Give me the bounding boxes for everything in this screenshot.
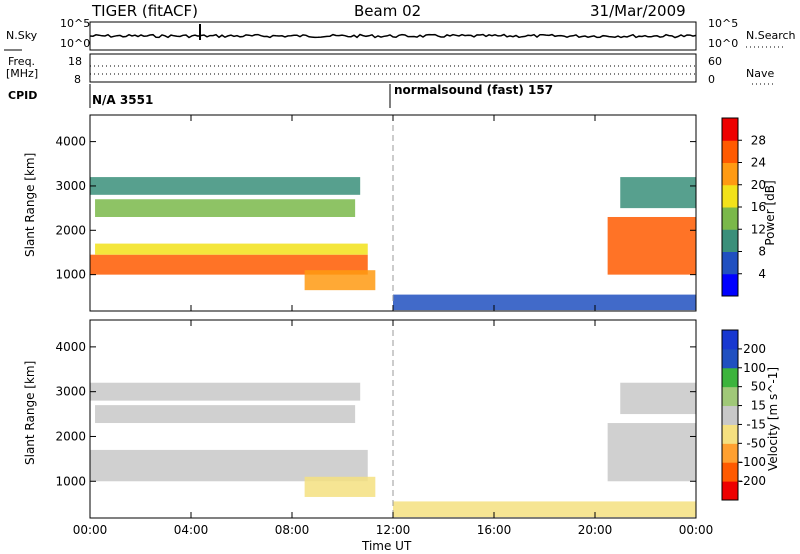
- colorbar-tick-label: 24: [751, 156, 766, 170]
- x-tick-label: 16:00: [477, 523, 512, 537]
- x-tick-label: 00:00: [73, 523, 108, 537]
- colorbar-segment: [722, 118, 738, 141]
- colorbar-tick-label: 28: [751, 133, 766, 147]
- colorbar-segment: [722, 140, 738, 163]
- colorbar-tick-label: -50: [746, 436, 766, 450]
- data-region: [607, 423, 696, 482]
- data-region: [90, 177, 361, 195]
- colorbar-segment: [722, 162, 738, 186]
- x-tick-label: 08:00: [275, 523, 310, 537]
- summary-panels: [4, 21, 784, 108]
- search-tick-high: 10^5: [708, 17, 739, 30]
- y-tick-label: 4000: [55, 340, 86, 354]
- freq-tick-low: 8: [74, 73, 81, 86]
- cpid-left-text: N/A 3551: [92, 93, 154, 107]
- colorbar-segment: [722, 207, 738, 230]
- data-region: [393, 501, 696, 518]
- colorbar-tick-label: 4: [758, 267, 766, 281]
- y-tick-label: 3000: [55, 385, 86, 399]
- power-panel: [89, 114, 697, 312]
- cpid-right-text: normalsound (fast) 157: [394, 83, 554, 97]
- freq-tick-high: 18: [68, 55, 82, 68]
- cpid-label: CPID: [8, 89, 38, 102]
- colorbar-tick-label: 8: [758, 245, 766, 259]
- freq-panel-frame: [89, 53, 697, 83]
- colorbar-tick-label: 12: [751, 222, 766, 236]
- colorbar-segment: [722, 424, 738, 444]
- colorbar-segment: [722, 348, 738, 369]
- nsearch-label: N.Search: [746, 29, 796, 42]
- colorbar-segment: [722, 330, 738, 350]
- colorbar-segment: [722, 367, 738, 388]
- colorbar-segment: [722, 481, 738, 501]
- x-tick-label: 00:00: [679, 523, 714, 537]
- nave-tick-high: 60: [708, 55, 722, 68]
- velocity-panel: [89, 319, 697, 519]
- nsky-label: N.Sky: [6, 29, 38, 42]
- radar-title: TIGER (fitACF): [92, 2, 199, 20]
- freq-unit-label: [MHz]: [6, 67, 39, 80]
- colorbar-tick-label: 50: [751, 380, 766, 394]
- time-xlabel: Time UT: [362, 539, 412, 553]
- data-region: [95, 405, 356, 424]
- data-region: [304, 270, 376, 291]
- colorbar-segment: [722, 251, 738, 275]
- data-region: [607, 216, 696, 275]
- y-tick-label: 1000: [55, 474, 86, 488]
- sky-tick-low: 10^0: [60, 37, 91, 50]
- power-colorbar: [721, 117, 742, 297]
- beam-label: Beam 02: [354, 2, 422, 20]
- x-tick-label: 20:00: [578, 523, 613, 537]
- data-region: [90, 254, 368, 275]
- nsky-trace: [89, 33, 697, 39]
- x-tick-label: 04:00: [174, 523, 209, 537]
- data-region: [393, 294, 696, 311]
- nave-label: Nave: [746, 67, 775, 80]
- colorbar-tick-label: -100: [739, 455, 766, 469]
- colorbar-frame: [721, 329, 739, 501]
- colorbar-segment: [722, 443, 738, 463]
- search-tick-low: 10^0: [708, 37, 739, 50]
- colorbar-tick-label: -15: [746, 417, 766, 431]
- y-tick-label: 3000: [55, 179, 86, 193]
- y-tick-label: 2000: [55, 429, 86, 443]
- data-region: [304, 476, 376, 497]
- x-tick-label: 12:00: [376, 523, 411, 537]
- colorbar-tick-label: 16: [751, 200, 766, 214]
- colorbar-segment: [722, 273, 738, 297]
- data-region: [620, 382, 696, 415]
- y-tick-label: 4000: [55, 135, 86, 149]
- date-label: 31/Mar/2009: [590, 2, 686, 20]
- velocity-colorbar: [721, 329, 742, 501]
- colorbar-segment: [722, 229, 738, 252]
- data-region: [95, 243, 368, 255]
- colorbar-segment: [722, 405, 738, 425]
- colorbar-tick-label: 15: [751, 399, 766, 413]
- colorbar-segment: [722, 462, 738, 482]
- freq-label: Freq.: [8, 55, 36, 68]
- colorbar-tick-label: -200: [739, 474, 766, 488]
- colorbar-segment: [722, 386, 738, 407]
- colorbar-segment: [722, 184, 738, 208]
- colorbar-tick-label: 200: [743, 342, 766, 356]
- data-region: [90, 382, 361, 401]
- data-region: [90, 449, 368, 482]
- y-tick-label: 1000: [55, 268, 86, 282]
- sky-tick-high: 10^5: [60, 17, 91, 30]
- y-tick-label: 2000: [55, 223, 86, 237]
- data-region: [95, 199, 356, 217]
- nave-tick-low: 0: [708, 73, 715, 86]
- data-region: [620, 177, 696, 209]
- colorbar-tick-label: 100: [743, 361, 766, 375]
- colorbar-tick-label: 20: [751, 178, 766, 192]
